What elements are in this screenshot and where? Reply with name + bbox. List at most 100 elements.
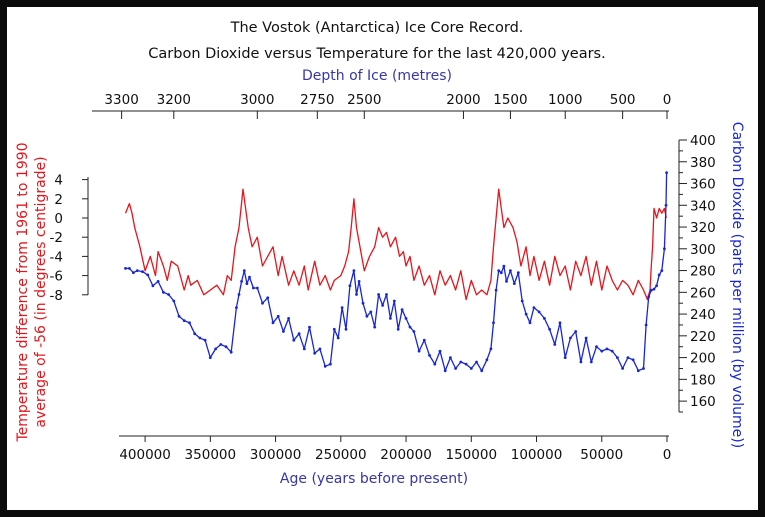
co2-point: [528, 321, 532, 325]
co2-point: [489, 347, 493, 351]
co2-point: [563, 356, 567, 359]
age-tick-label: 250000: [315, 447, 367, 463]
co2-point: [357, 280, 361, 283]
co2-point: [569, 336, 572, 340]
depth-tick-label: 3300: [104, 92, 138, 108]
co2-point: [616, 356, 619, 359]
co2-point: [282, 330, 285, 333]
co2-point: [392, 299, 396, 303]
depth-tick-label: 2000: [446, 92, 480, 108]
co2-point: [664, 203, 668, 207]
co2-point: [302, 347, 306, 351]
depth-tick-label: 3200: [157, 92, 191, 108]
temperature-tick-label: -8: [50, 288, 63, 304]
co2-point: [276, 314, 280, 318]
temperature-tick-label: -4: [50, 249, 63, 265]
co2-tick-label: 360: [690, 177, 716, 193]
co2-tick-label: 220: [690, 329, 716, 345]
co2-point: [621, 367, 624, 370]
co2-point: [438, 349, 442, 353]
depth-tick-label: 2500: [347, 92, 381, 108]
co2-point: [235, 306, 238, 309]
co2-point: [497, 269, 501, 272]
co2-point: [248, 275, 251, 279]
temperature-tick-label: 4: [54, 173, 63, 189]
co2-point: [318, 347, 322, 351]
co2-point: [454, 367, 457, 370]
depth-tick-label: 0: [663, 92, 672, 108]
co2-point: [428, 354, 431, 357]
co2-point: [219, 343, 223, 346]
co2-point: [412, 330, 416, 333]
co2-point: [579, 360, 583, 364]
co2-point: [214, 347, 218, 351]
co2-point: [492, 321, 495, 325]
co2-point: [329, 362, 332, 366]
co2-point: [292, 338, 296, 342]
co2-point: [344, 327, 348, 331]
co2-point: [313, 351, 317, 355]
age-tick-label: 150000: [446, 447, 498, 463]
age-tick-label: 0: [663, 447, 672, 463]
co2-tick-label: 320: [690, 220, 716, 236]
co2-point: [151, 284, 155, 288]
temperature-tick-label: -2: [50, 230, 63, 246]
co2-tick-label: 400: [690, 133, 716, 149]
depth-tick-label: 3000: [240, 92, 274, 108]
co2-point: [584, 336, 588, 340]
co2-point: [502, 264, 506, 268]
co2-point: [348, 284, 352, 288]
co2-point: [237, 293, 241, 296]
age-tick-label: 50000: [580, 447, 623, 463]
co2-tick-label: 300: [690, 242, 716, 258]
co2-point: [266, 296, 270, 300]
temperature-axis-title-group: Temperature difference from 1961 to 1990…: [15, 142, 49, 442]
co2-point: [595, 345, 598, 349]
co2-point: [132, 271, 135, 275]
chart-subtitle: Carbon Dioxide versus Temperature for th…: [148, 46, 605, 62]
co2-point: [589, 360, 593, 364]
co2-point: [537, 310, 541, 314]
co2-point: [443, 369, 447, 373]
co2-point: [642, 367, 645, 370]
co2-series-line: [125, 172, 668, 372]
co2-point: [660, 269, 664, 272]
age-axis-title: Age (years before present): [280, 471, 468, 487]
co2-point: [377, 293, 380, 296]
co2-point: [245, 282, 249, 285]
co2-point: [631, 358, 635, 362]
co2-point: [417, 349, 421, 353]
co2-point: [396, 327, 400, 331]
co2-point: [352, 269, 356, 272]
co2-axis-title-group: Carbon Dioxide (parts per million (by vo…: [729, 122, 745, 448]
temperature-axis-title-line2: average of -56 (in degrees centigrade): [33, 156, 49, 427]
co2-point: [188, 321, 191, 325]
temperature-axis: 4 2 0 -2 -4 -6 -8: [50, 173, 89, 304]
co2-point: [252, 286, 255, 290]
temperature-tick-label: 0: [54, 211, 63, 227]
co2-point: [663, 247, 666, 251]
co2-point: [475, 360, 478, 364]
co2-point: [512, 282, 516, 285]
co2-point: [449, 356, 452, 359]
co2-point: [605, 347, 609, 351]
co2-point: [365, 314, 369, 318]
co2-point: [652, 287, 656, 291]
co2-point: [657, 273, 661, 277]
co2-point: [499, 271, 503, 275]
depth-tick-label: 500: [610, 92, 636, 108]
co2-point: [520, 299, 524, 303]
co2-point: [336, 336, 340, 340]
co2-point: [516, 271, 520, 275]
co2-point: [494, 288, 498, 292]
co2-point: [240, 280, 244, 283]
co2-point: [532, 306, 536, 309]
co2-point: [271, 321, 275, 325]
co2-tick-label: 260: [690, 285, 716, 301]
depth-tick-label: 1000: [548, 92, 582, 108]
age-axis: 400000 350000 300000 250000 200000 150000 1000…: [119, 435, 672, 463]
co2-point: [655, 284, 658, 288]
co2-point: [381, 304, 384, 307]
co2-axis-title: Carbon Dioxide (parts per million (by vo…: [729, 122, 745, 448]
co2-point: [167, 293, 171, 296]
